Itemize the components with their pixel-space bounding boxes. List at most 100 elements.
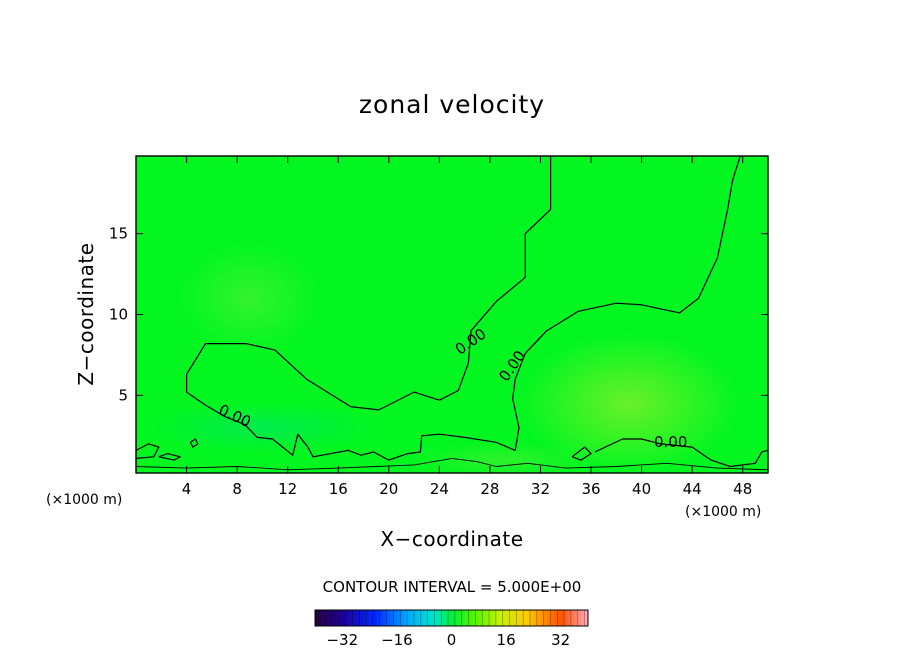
colorbar-cell	[492, 610, 497, 626]
colorbar-cell	[529, 610, 534, 626]
contour-line-1	[136, 443, 160, 459]
colorbar-cell	[328, 610, 333, 626]
contour-line-4	[571, 446, 592, 461]
x-axis: 4 8 12 16 20 24 28 32 36 40 44 48	[182, 156, 752, 498]
y-axis-label: Z−coordinate	[74, 242, 98, 385]
x-tick-label: 44	[683, 480, 702, 498]
colorbar-cell	[523, 610, 527, 626]
colorbar-cell	[373, 610, 377, 626]
colorbar-cell	[321, 610, 326, 626]
x-tick-label: 16	[329, 480, 348, 498]
contour-line-7	[136, 457, 768, 471]
colorbar-cell	[465, 610, 469, 626]
colorbar-cell	[427, 610, 432, 626]
colorbar-cell	[379, 610, 384, 626]
colorbar-cell	[560, 610, 565, 626]
colorbar-cell	[325, 610, 329, 626]
x-tick-label: 8	[232, 480, 242, 498]
colorbar-cell	[570, 610, 575, 626]
colorbar-cell	[362, 610, 367, 626]
colorbar-cell	[390, 610, 394, 626]
colorbar-cell	[407, 610, 411, 626]
colorbar-cell	[482, 610, 486, 626]
colorbar-cell	[468, 610, 473, 626]
colorbar-cell	[437, 610, 442, 626]
field-feature-3	[412, 442, 593, 473]
colorbar-cell	[410, 610, 415, 626]
colorbar-cell	[533, 610, 538, 626]
colorbar-cell	[509, 610, 514, 626]
x-tick-label: 24	[430, 480, 449, 498]
field-shading	[142, 243, 739, 473]
colorbar-cell	[332, 610, 336, 626]
colorbar-cell	[499, 610, 503, 626]
colorbar-cell	[512, 610, 517, 626]
x-tick-label: 20	[379, 480, 398, 498]
y-tick-label: 10	[109, 306, 128, 324]
x-unit-right: (×1000 m)	[685, 504, 761, 520]
colorbar-cell	[403, 610, 408, 626]
colorbar-tick-label: 16	[497, 631, 516, 649]
colorbar-cell	[417, 610, 422, 626]
contour-label-3: 0.00	[654, 433, 687, 451]
colorbar-cell	[553, 610, 558, 626]
colorbar-cell	[315, 610, 319, 626]
colorbar-cell	[349, 610, 353, 626]
y-tick-label: 15	[109, 225, 128, 243]
colorbar-cell	[335, 610, 340, 626]
colorbar-cell	[376, 610, 381, 626]
colorbar-cell	[420, 610, 425, 626]
colorbar-cell	[434, 610, 439, 626]
x-tick-label: 36	[581, 480, 600, 498]
colorbar-cell	[567, 610, 572, 626]
colorbar-cell	[547, 610, 551, 626]
contour-line-5	[594, 438, 756, 468]
colorbar-cell	[338, 610, 343, 626]
colorbar-cells	[315, 610, 589, 626]
colorbar-cell	[502, 610, 507, 626]
colorbar-cell	[564, 610, 568, 626]
colorbar-tick-label: 32	[551, 631, 570, 649]
colorbar-cell	[471, 610, 476, 626]
colorbar-cell	[516, 610, 521, 626]
contour-line-0	[186, 156, 741, 461]
colorbar-cell	[536, 610, 541, 626]
colorbar-cell	[584, 610, 589, 626]
colorbar-cell	[451, 610, 456, 626]
contour-lines	[136, 156, 768, 471]
colorbar-cell	[458, 610, 463, 626]
contour-line-6	[754, 449, 768, 464]
colorbar-cell	[550, 610, 555, 626]
colorbar-cell	[540, 610, 544, 626]
colorbar-cell	[557, 610, 561, 626]
chart-title: zonal velocity	[359, 90, 545, 119]
colorbar-cell	[441, 610, 445, 626]
x-tick-label: 28	[480, 480, 499, 498]
colorbar-cell	[581, 610, 585, 626]
colorbar-cell	[342, 610, 347, 626]
colorbar-cell	[475, 610, 480, 626]
colorbar-cell	[355, 610, 360, 626]
x-tick-label: 32	[531, 480, 550, 498]
plot-area: 0.000.000.000.00	[135, 155, 769, 474]
colorbar-cell	[386, 610, 391, 626]
x-axis-label: X−coordinate	[380, 527, 523, 551]
colorbar-cell	[461, 610, 466, 626]
y-axis: 5 10 15	[109, 225, 768, 404]
colorbar-cell	[577, 610, 582, 626]
colorbar-cell	[424, 610, 428, 626]
colorbar-cell	[448, 610, 452, 626]
colorbar-cell	[485, 610, 490, 626]
colorbar-frame	[314, 609, 589, 627]
y-tick-label: 5	[118, 386, 128, 404]
colorbar-cell	[383, 610, 387, 626]
colorbar-cell	[478, 610, 483, 626]
colorbar-cell	[454, 610, 459, 626]
x-tick-label: 4	[182, 480, 192, 498]
colorbar-ticks: −32 −16 0 16 32	[326, 631, 570, 649]
colorbar-cell	[400, 610, 405, 626]
colorbar-cell	[396, 610, 401, 626]
colorbar-cell	[519, 610, 524, 626]
colorbar-cell	[431, 610, 435, 626]
